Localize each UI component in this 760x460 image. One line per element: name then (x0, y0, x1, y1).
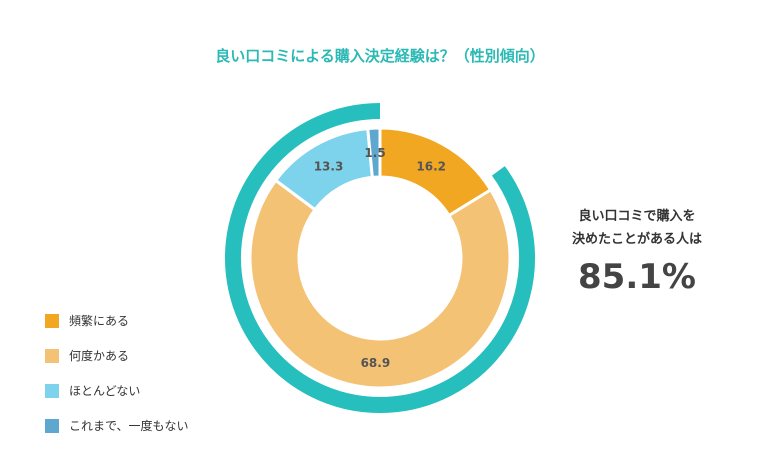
callout-line-1: 良い口コミで購入を (578, 208, 695, 224)
legend-swatch-4 (45, 419, 59, 433)
slice-labels: 16.2 68.9 13.3 1.5 (314, 146, 446, 370)
highlight-ring (225, 103, 535, 413)
slice-2 (248, 178, 512, 390)
slice-label-1: 16.2 (416, 159, 446, 173)
legend-swatch-2 (45, 349, 59, 363)
callout: 良い口コミで購入を 決めたことがある人は 85.1% (572, 208, 702, 297)
legend-label-2: 何度かある (69, 348, 129, 363)
chart-title: 良い口コミによる購入決定経験は？（性別傾向） (215, 47, 545, 65)
slice-label-3: 13.3 (314, 159, 344, 173)
legend-label-3: ほとんどない (69, 384, 140, 398)
slice-label-4: 1.5 (364, 146, 385, 160)
callout-value: 85.1% (578, 257, 696, 297)
legend-label-4: これまで、一度もない (69, 418, 189, 433)
legend-swatch-3 (45, 384, 59, 398)
callout-line-2: 決めたことがある人は (572, 231, 702, 247)
slice-4 (366, 126, 382, 179)
slice-label-2: 68.9 (361, 356, 391, 370)
legend-label-1: 頻繁にある (69, 313, 129, 328)
donut-slices (248, 126, 512, 390)
legend-swatch-1 (45, 314, 59, 328)
